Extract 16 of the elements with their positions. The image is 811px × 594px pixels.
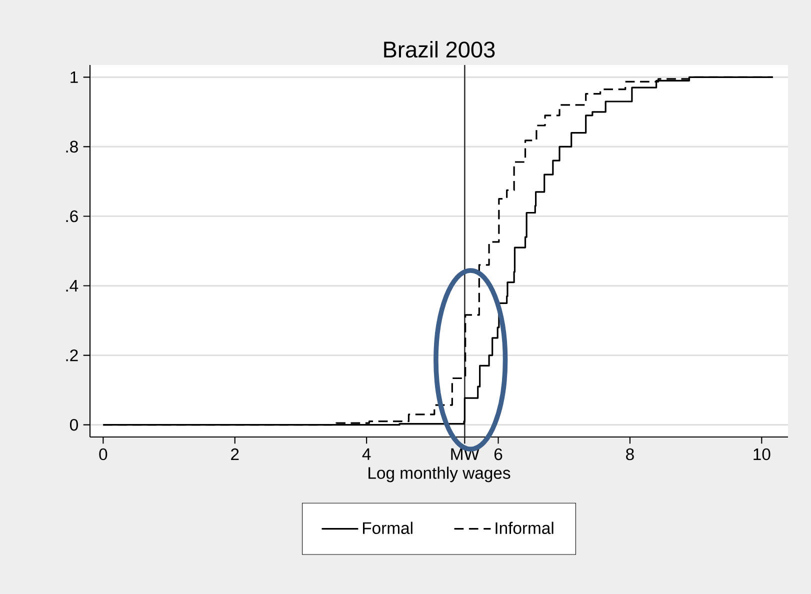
legend-label: Formal — [363, 522, 412, 534]
x-tick-label: 6 — [494, 448, 502, 460]
x-axis-title: Log monthly wages — [368, 466, 510, 482]
y-tick-label: .6 — [66, 210, 78, 222]
x-tick-label: 0 — [99, 448, 108, 460]
y-tick-label: .8 — [66, 140, 78, 153]
x-tick-label: 4 — [362, 448, 371, 460]
x-tick-label: 8 — [626, 448, 634, 460]
legend-label: Informal — [496, 522, 554, 534]
chart-title: Brazil 2003 — [384, 40, 495, 58]
y-tick-label: .4 — [66, 280, 78, 292]
y-tick-label: 1 — [70, 71, 78, 83]
x-tick-label: 10 — [754, 448, 770, 460]
y-tick-label: .2 — [66, 349, 78, 362]
x-tick-label: 2 — [231, 448, 239, 460]
y-tick-label: 0 — [70, 418, 78, 431]
